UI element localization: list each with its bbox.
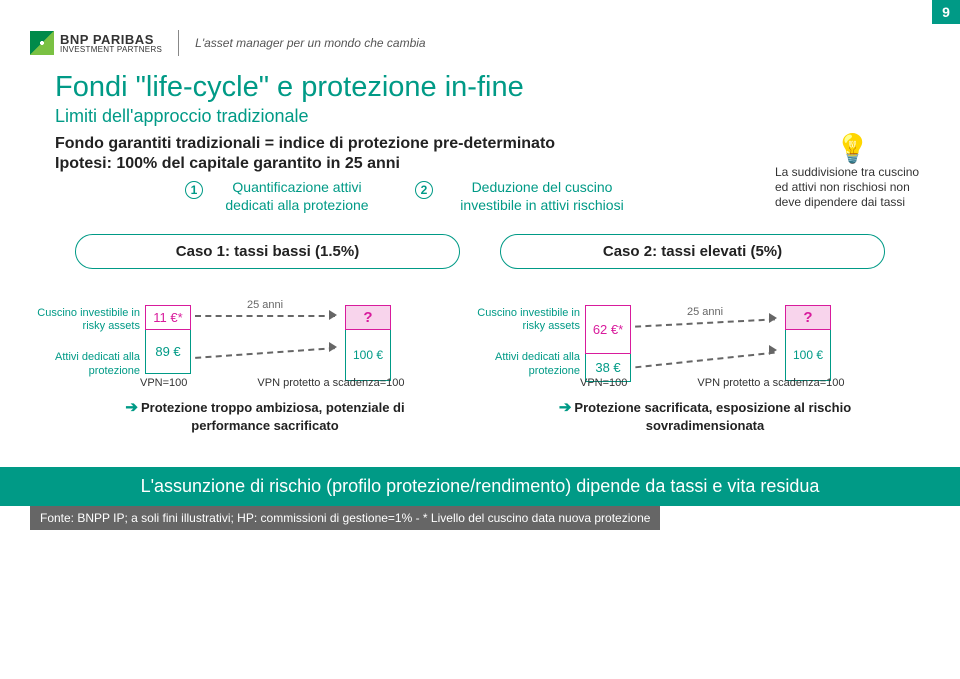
diagrams-row: Cuscino investibile in risky assets Atti… <box>55 297 905 412</box>
step-2-number: 2 <box>415 181 433 199</box>
divider <box>178 30 179 56</box>
diagram-2: Cuscino investibile in risky assets Atti… <box>495 297 905 412</box>
d1-arrow-bot <box>195 352 335 353</box>
source-note: Fonte: BNPP IP; a soli fini illustrativi… <box>30 506 660 530</box>
step-2-text: Deduzione del cuscino investibile in att… <box>439 179 645 214</box>
d2-vpn-right: VPN protetto a scadenza=100 <box>697 377 844 389</box>
step-2: 2 Deduzione del cuscino investibile in a… <box>415 179 645 214</box>
case-1-box: Caso 1: tassi bassi (1.5%) <box>75 234 460 269</box>
d1-result-bot: 100 € <box>345 330 391 381</box>
logo-sub: INVESTMENT PARTNERS <box>60 46 162 54</box>
d2-arrow-bot <box>635 359 775 360</box>
logo-main: BNP PARIBAS <box>60 33 162 46</box>
step-1-text: Quantificazione attivi dedicati alla pro… <box>209 179 385 214</box>
arrow-right-icon: ➔ <box>125 399 138 416</box>
label-cuscino: Cuscino investibile in risky assets <box>15 307 140 333</box>
d2-result-top: ? <box>785 305 831 330</box>
d1-attivi-value: 89 € <box>145 330 191 374</box>
d2-stack: 62 €* 38 € <box>585 305 631 382</box>
diagram-1-labels: Cuscino investibile in risky assets Atti… <box>15 307 140 378</box>
arrow-right-icon: ➔ <box>559 399 572 416</box>
d2-vpn-row: VPN=100 VPN protetto a scadenza=100 <box>580 377 844 389</box>
d1-conclusion: ➔Protezione troppo ambiziosa, potenziale… <box>115 399 415 434</box>
d1-vpn-row: VPN=100 VPN protetto a scadenza=100 <box>140 377 404 389</box>
d1-arrow-top: 25 anni <box>195 315 335 316</box>
page-number: 9 <box>932 0 960 24</box>
logo: BNP PARIBAS INVESTMENT PARTNERS <box>30 31 162 55</box>
label-attivi: Attivi dedicati alla protezione <box>15 351 140 377</box>
d1-result-top: ? <box>345 305 391 330</box>
d1-cuscino-value: 11 €* <box>145 305 191 330</box>
cases-row: Caso 1: tassi bassi (1.5%) Caso 2: tassi… <box>75 234 885 269</box>
slide-subtitle: Limiti dell'approccio tradizionale <box>55 106 905 127</box>
case-2-box: Caso 2: tassi elevati (5%) <box>500 234 885 269</box>
step-1: 1 Quantificazione attivi dedicati alla p… <box>185 179 385 214</box>
side-note-text: La suddivisione tra cuscino ed attivi no… <box>775 165 930 210</box>
side-note: 💡 La suddivisione tra cuscino ed attivi … <box>775 135 930 210</box>
footer-band: L'assunzione di rischio (profilo protezi… <box>0 467 960 506</box>
d2-result-bot: 100 € <box>785 330 831 381</box>
slide-title: Fondi "life-cycle" e protezione in-fine <box>55 71 905 104</box>
diagram-1: Cuscino investibile in risky assets Atti… <box>55 297 465 412</box>
d1-vpn-right: VPN protetto a scadenza=100 <box>257 377 404 389</box>
step-1-number: 1 <box>185 181 203 199</box>
d1-arrow-label: 25 anni <box>244 299 286 311</box>
lightbulb-icon: 💡 <box>835 135 870 163</box>
diagram-2-labels: Cuscino investibile in risky assets Atti… <box>455 307 580 378</box>
logo-icon <box>30 31 54 55</box>
d1-stack: 11 €* 89 € <box>145 305 191 374</box>
tagline: L'asset manager per un mondo che cambia <box>195 36 425 50</box>
d2-result: ? 100 € <box>785 305 831 381</box>
header: BNP PARIBAS INVESTMENT PARTNERS L'asset … <box>0 0 960 61</box>
d2-vpn-left: VPN=100 <box>580 377 627 389</box>
d2-arrow-label: 25 anni <box>684 306 726 318</box>
d1-vpn-left: VPN=100 <box>140 377 187 389</box>
label-attivi-2: Attivi dedicati alla protezione <box>455 351 580 377</box>
d1-result: ? 100 € <box>345 305 391 381</box>
d2-conclusion: ➔Protezione sacrificata, esposizione al … <box>535 399 875 434</box>
label-cuscino-2: Cuscino investibile in risky assets <box>455 307 580 333</box>
d2-arrow-top: 25 anni <box>635 322 775 323</box>
d2-cuscino-value: 62 €* <box>585 305 631 354</box>
